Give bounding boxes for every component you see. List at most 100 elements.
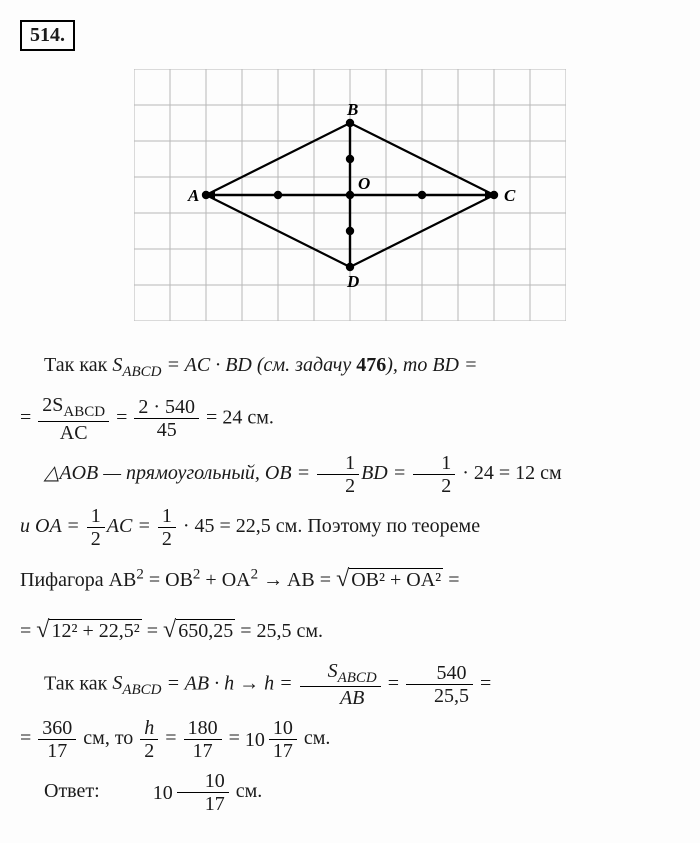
t: 10 [177,770,229,793]
t: ), то BD = [386,354,477,376]
frac: 36017 [38,717,76,762]
t: Пифагора AB [20,569,136,591]
t: 2 [136,566,144,582]
svg-text:O: O [358,174,370,193]
mixed: 101017 [245,717,299,762]
t: 2 [251,566,259,582]
t: S [112,354,122,376]
svg-text:A: A [187,186,199,205]
t: ABCD [122,682,161,698]
rhombus-diagram: A B C D O [134,69,566,321]
t: BD = [361,462,411,484]
t: → AB = [258,569,336,591]
t: S [328,660,338,682]
frac: 12 [158,505,176,550]
sqrt: √12² + 22,5² [36,609,141,652]
t: = [160,727,181,749]
t: = OB [144,569,193,591]
t: 1 [413,452,455,475]
t: 12² + 22,5² [49,619,141,642]
t: = AB · h → h = [162,672,298,694]
t: 1 [87,505,105,528]
t: 180 [184,717,222,740]
t: h [144,717,154,739]
t: + OA [200,569,250,591]
answer: Ответ: 101017 см. [20,770,680,815]
sqrt: √OB² + OA² [336,558,443,601]
t: 1 [158,505,176,528]
svg-text:D: D [346,272,359,291]
t: 17 [38,740,76,762]
t: 17 [269,740,297,762]
t: ABCD [338,670,377,686]
solution-text: Так как SABCD = AC · BD (см. задачу 476)… [20,347,680,815]
t: S [112,672,122,694]
t: 45 [134,419,199,441]
t: 10 [129,775,173,811]
frac: SABCDAB [300,660,381,710]
problem-number: 514. [20,20,75,51]
t: 2 [140,740,158,762]
para-6: Так как SABCD = AB · h → h = SABCDAB = 5… [20,660,680,710]
para-3: и OA = 12AC = 12 · 45 = 22,5 см. Поэтому… [20,505,680,550]
frac: 12 [87,505,105,550]
frac: h2 [140,717,158,762]
t: Так как [44,354,112,376]
para-5: = √12² + 22,5² = √650,25 = 25,5 см. [20,609,680,652]
t: = [20,727,36,749]
t: и OA = [20,515,85,537]
t: 2S [42,394,63,416]
t: AC = [107,515,156,537]
t: ABCD [63,404,105,420]
t: 10 [269,717,297,740]
para-1: Так как SABCD = AC · BD (см. задачу 476)… [20,347,680,386]
t: 10 [245,722,265,758]
para-7: = 36017 см, то h2 = 18017 = 101017 см. [20,717,680,762]
t: 2 [158,528,176,550]
t: · 24 = 12 см [457,462,561,484]
mixed: 101017 [105,770,231,815]
t: см. [231,780,263,802]
t: = AC · BD (см. задачу [162,354,357,376]
para-2: △AOB — прямоугольный, OB = 12BD = 12 · 2… [20,452,680,497]
t: см, то [78,727,138,749]
t: = 24 см. [201,406,274,428]
t: AC [38,422,109,444]
frac: 12 [317,452,359,497]
sqrt: √650,25 [163,609,235,652]
diagram: A B C D O [20,69,680,327]
t: OB² + OA² [349,568,443,591]
frac: 2SABCD AC [38,394,109,444]
t: см. [299,727,331,749]
frac: 2 · 54045 [134,396,199,441]
svg-text:B: B [346,100,358,119]
t: 2 [87,528,105,550]
t: 17 [177,793,229,815]
t: 1 [317,452,359,475]
t: = [443,569,459,591]
t: = [475,672,491,694]
t: 650,25 [176,619,235,642]
t: △AOB — прямоугольный, OB = [44,462,315,484]
t: 2 [413,475,455,497]
t: Так как [44,672,112,694]
t: ABCD [122,364,161,380]
t: = [224,727,245,749]
frac: 54025,5 [406,662,473,707]
para-4: Пифагора AB2 = OB2 + OA2 → AB = √OB² + O… [20,558,680,601]
t: 360 [38,717,76,740]
t: 2 · 540 [134,396,199,419]
problem-ref: 476 [356,354,386,376]
t: 540 [406,662,473,685]
t: 25,5 [406,685,473,707]
svg-text:C: C [504,186,516,205]
t: 17 [184,740,222,762]
t: = [142,620,163,642]
t: = 25,5 см. [235,620,323,642]
para-1b: = 2SABCDAC = 2 · 54045 = 24 см. [20,394,680,444]
t: AB [340,687,364,709]
t: 2 [317,475,359,497]
t: · 45 = 22,5 см. Поэтому по теореме [178,515,480,537]
frac: 18017 [184,717,222,762]
answer-label: Ответ: [44,780,105,802]
